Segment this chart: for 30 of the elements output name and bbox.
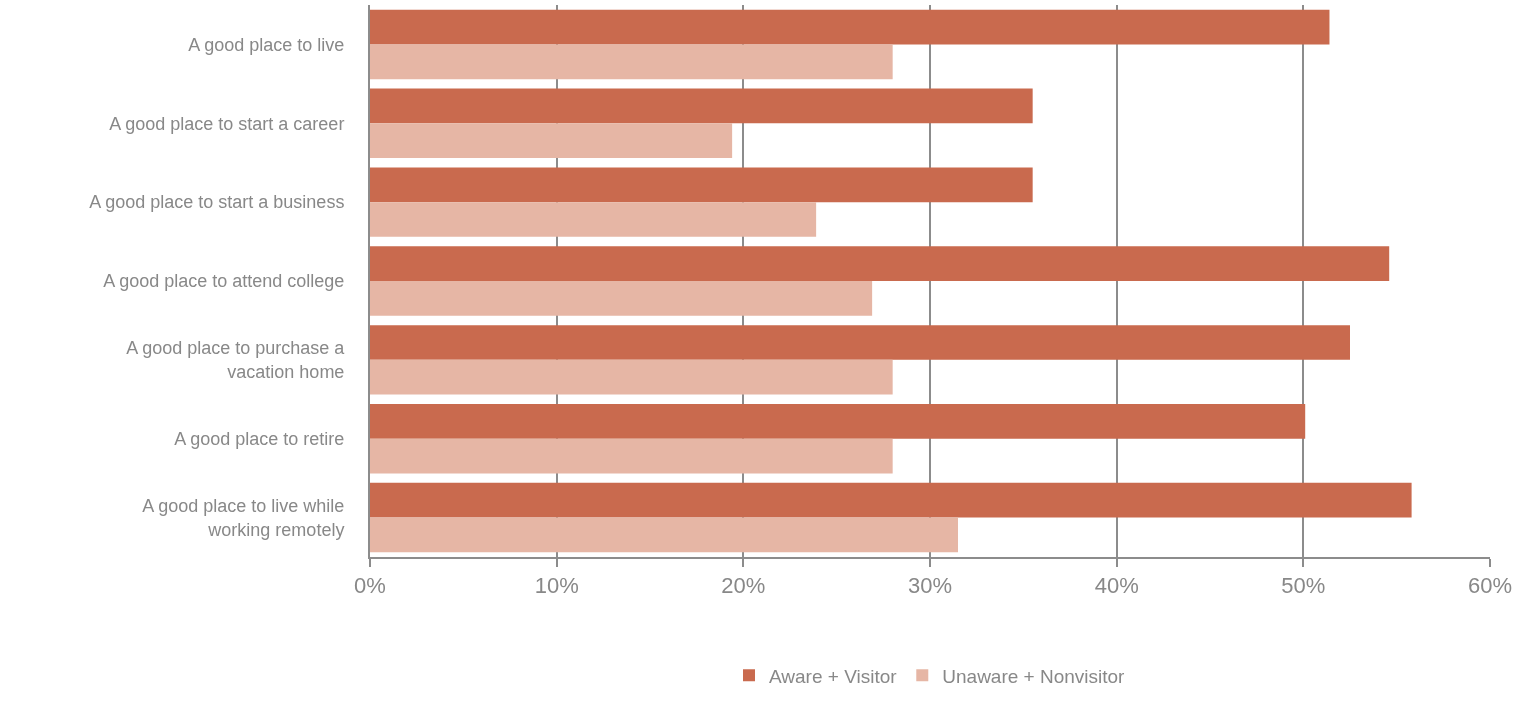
y-tick-label: A good place to start a business: [89, 192, 345, 213]
x-tick-label: 20%: [721, 573, 766, 599]
bar: [370, 482, 1412, 518]
bar: [370, 9, 1330, 45]
bar: [370, 281, 873, 316]
y-tick-label: A good place to retire: [174, 429, 345, 450]
bar: [370, 202, 817, 237]
x-tick-label: 30%: [907, 573, 953, 599]
legend-label: Aware + Visitor: [769, 665, 898, 687]
bar: [370, 167, 1033, 203]
bar: [370, 246, 1390, 281]
y-tick-label: A good place to live: [188, 34, 345, 55]
bar: [370, 404, 1306, 439]
y-tick-label: A good place to attend college: [103, 271, 345, 292]
x-tick-label: 0%: [354, 573, 386, 599]
x-tick-label: 40%: [1094, 573, 1139, 599]
bar: [370, 359, 893, 395]
y-tick-label: A good place to live while working remotely: [142, 496, 345, 540]
bar: [370, 325, 1350, 360]
bar: [370, 88, 1033, 124]
x-tick-label: 60%: [1467, 573, 1513, 599]
y-tick-label: A good place to purchase a vacation home: [126, 338, 346, 382]
y-tick-label: A good place to start a career: [109, 113, 345, 134]
bar: [370, 123, 733, 158]
x-tick-label: 50%: [1281, 573, 1326, 599]
x-tick-label: 10%: [534, 573, 579, 599]
bar: [370, 517, 958, 553]
bar: [370, 44, 893, 80]
bar: [370, 438, 893, 474]
legend-label: Unaware + Nonvisitor: [942, 665, 1126, 687]
